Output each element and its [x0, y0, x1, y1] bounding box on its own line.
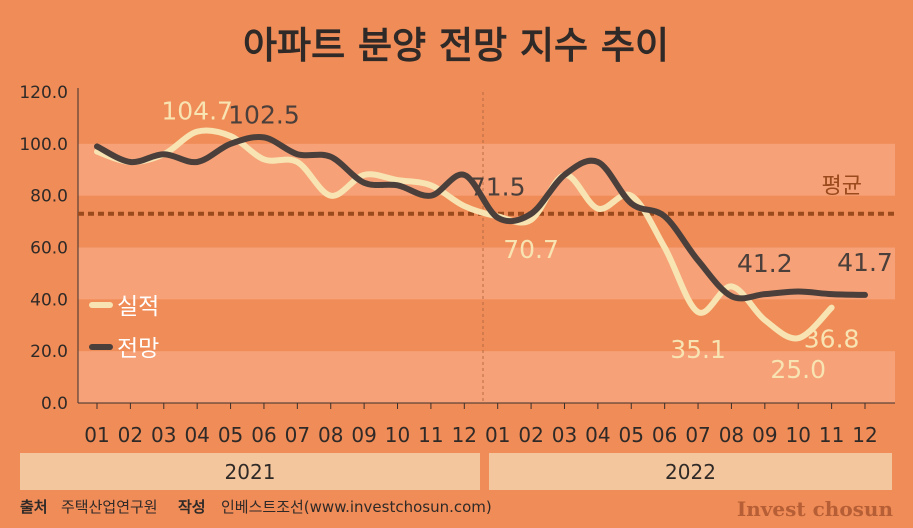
plot-band [78, 247, 895, 300]
x-tick-label: 10 [385, 423, 410, 447]
y-tick-label: 100.0 [19, 135, 68, 155]
data-label-actual: 35.1 [670, 335, 726, 364]
year-label: 2022 [665, 460, 716, 484]
x-tick-label: 04 [184, 423, 209, 447]
legend-label-forecast: 전망 [117, 336, 159, 362]
x-tick-label: 08 [318, 423, 343, 447]
x-tick-label: 12 [852, 423, 877, 447]
source-value: 주택산업연구원 [61, 498, 158, 516]
source-label: 출처 [20, 498, 48, 516]
x-tick-label: 12 [452, 423, 477, 447]
x-tick-label: 11 [418, 423, 443, 447]
x-tick-label: 01 [485, 423, 510, 447]
x-tick-label: 11 [819, 423, 844, 447]
plot-bands [78, 143, 895, 403]
average-label: 평균 [822, 174, 862, 199]
x-tick-label: 08 [719, 423, 744, 447]
x-tick-label: 06 [251, 423, 276, 447]
data-labels: 104.7 70.7 35.1 25.036.8 102.5 71.5 41.2 41.7 [161, 97, 892, 385]
y-tick-label: 40.0 [30, 290, 68, 310]
year-bar [20, 453, 480, 490]
plot-band [78, 351, 895, 403]
x-tick-label: 06 [652, 423, 677, 447]
y-tick-label: 20.0 [30, 342, 68, 362]
x-tick-label: 03 [151, 423, 176, 447]
data-label-forecast: 41.7 [837, 248, 893, 277]
y-tick-label: 120.0 [19, 83, 68, 103]
data-label-actual: 36.8 [804, 325, 860, 354]
data-label-actual: 25.0 [770, 355, 826, 384]
author-value: 인베스트조선(www.investchosun.com) [221, 498, 492, 516]
x-tick-label: 09 [752, 423, 777, 447]
series-line-actual [94, 127, 835, 342]
x-axis: 01 02 03 04 05 06 07 08 09 10 11 12 01 02 03 04 05 06 07 08… [78, 402, 895, 447]
year-label: 2021 [225, 460, 276, 484]
x-tick-label: 07 [685, 423, 710, 447]
x-tick-label: 07 [285, 423, 310, 447]
data-label-forecast: 102.5 [228, 100, 300, 129]
series-line-forecast [94, 133, 868, 302]
y-tick-label: 60.0 [30, 239, 68, 259]
x-tick-label: 02 [518, 423, 543, 447]
legend: 실적 전망 [89, 294, 159, 362]
author-label: 작성 [178, 498, 206, 516]
data-label-forecast: 41.2 [737, 249, 793, 278]
year-bar [489, 453, 892, 490]
x-tick-label: 10 [785, 423, 810, 447]
x-tick-label: 05 [218, 423, 243, 447]
x-tick-label: 04 [585, 423, 610, 447]
y-tick-label: 0.0 [41, 394, 68, 414]
chart-title: 아파트 분양 전망 지수 추이 [243, 24, 669, 67]
x-tick-label: 03 [552, 423, 577, 447]
x-tick-label: 01 [84, 423, 109, 447]
brand-logo: Invest chosun [737, 497, 894, 521]
legend-label-actual: 실적 [117, 294, 159, 320]
data-label-actual: 70.7 [503, 235, 559, 264]
y-axis: 0.0 20.0 40.0 60.0 80.0 100.0 120.0 [19, 83, 79, 414]
data-label-forecast: 71.5 [470, 173, 526, 202]
x-tick-label: 02 [118, 423, 143, 447]
year-bars: 2021 2022 [20, 453, 892, 490]
x-tick-label: 09 [351, 423, 376, 447]
data-label-actual: 104.7 [161, 97, 233, 126]
y-tick-label: 80.0 [30, 187, 68, 207]
x-tick-label: 05 [619, 423, 644, 447]
